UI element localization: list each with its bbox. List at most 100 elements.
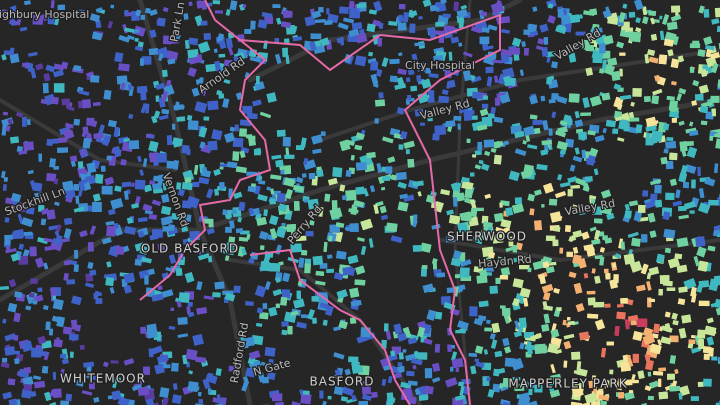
- building: [274, 38, 279, 43]
- building: [156, 17, 166, 27]
- building: [645, 354, 651, 361]
- building: [627, 357, 634, 367]
- building: [530, 333, 541, 341]
- building: [552, 239, 559, 247]
- building: [85, 373, 92, 379]
- building: [448, 214, 461, 225]
- building: [139, 58, 144, 66]
- building: [40, 351, 47, 357]
- building: [432, 376, 441, 383]
- building: [124, 9, 129, 16]
- building: [555, 130, 567, 138]
- building: [647, 371, 652, 377]
- building: [474, 207, 484, 212]
- building: [139, 245, 149, 255]
- building: [589, 95, 602, 107]
- building: [623, 253, 635, 265]
- building: [61, 61, 69, 70]
- building: [35, 193, 47, 199]
- building: [331, 200, 338, 210]
- building: [368, 51, 374, 57]
- building: [643, 95, 651, 103]
- building: [385, 166, 393, 174]
- building: [268, 306, 278, 317]
- building: [62, 180, 74, 192]
- building: [35, 257, 45, 268]
- building: [26, 293, 34, 305]
- building: [46, 138, 54, 147]
- building: [670, 5, 681, 13]
- building: [78, 89, 90, 96]
- building: [25, 305, 32, 311]
- building: [711, 18, 720, 25]
- building: [491, 322, 501, 334]
- building: [661, 325, 673, 333]
- building: [79, 344, 85, 350]
- building: [398, 14, 404, 23]
- building: [173, 33, 181, 41]
- building: [166, 79, 172, 87]
- building: [485, 66, 494, 74]
- building: [21, 62, 29, 68]
- building: [266, 186, 271, 191]
- building: [481, 116, 493, 127]
- building: [440, 296, 451, 305]
- building: [566, 317, 571, 321]
- building: [35, 63, 44, 71]
- building: [523, 297, 529, 307]
- building: [662, 211, 671, 221]
- building: [23, 383, 33, 392]
- building: [256, 322, 263, 327]
- building: [52, 371, 57, 380]
- building: [64, 122, 74, 129]
- building: [172, 383, 178, 390]
- building: [593, 301, 605, 308]
- building: [222, 246, 235, 256]
- building: [645, 138, 654, 146]
- building: [114, 185, 122, 192]
- building: [340, 396, 349, 402]
- building: [711, 108, 716, 117]
- building: [276, 193, 286, 203]
- building: [512, 298, 520, 307]
- building: [260, 361, 271, 368]
- building: [457, 222, 468, 233]
- building: [198, 253, 210, 261]
- building: [151, 199, 162, 207]
- building: [228, 236, 236, 244]
- building: [523, 29, 531, 35]
- building: [680, 165, 688, 174]
- building: [589, 194, 597, 200]
- building: [308, 172, 316, 180]
- building: [490, 339, 498, 349]
- building: [678, 214, 689, 220]
- building: [156, 354, 169, 363]
- building: [326, 268, 334, 273]
- building: [290, 228, 296, 236]
- building: [202, 166, 208, 177]
- building: [313, 44, 326, 54]
- building: [61, 358, 69, 365]
- building: [707, 245, 716, 252]
- building: [699, 105, 709, 114]
- building: [184, 271, 195, 283]
- building: [203, 295, 214, 300]
- building: [599, 400, 608, 405]
- building: [109, 286, 115, 294]
- building: [101, 185, 113, 195]
- building: [160, 205, 172, 216]
- building: [407, 337, 417, 345]
- building: [655, 199, 663, 208]
- building: [677, 55, 685, 63]
- building: [394, 83, 406, 90]
- building: [324, 193, 331, 202]
- building: [184, 177, 192, 184]
- building: [78, 100, 83, 109]
- building: [13, 205, 21, 212]
- building: [69, 334, 79, 341]
- building: [458, 105, 469, 114]
- building: [161, 91, 168, 102]
- building: [216, 90, 223, 96]
- building: [193, 164, 199, 175]
- building: [285, 188, 293, 200]
